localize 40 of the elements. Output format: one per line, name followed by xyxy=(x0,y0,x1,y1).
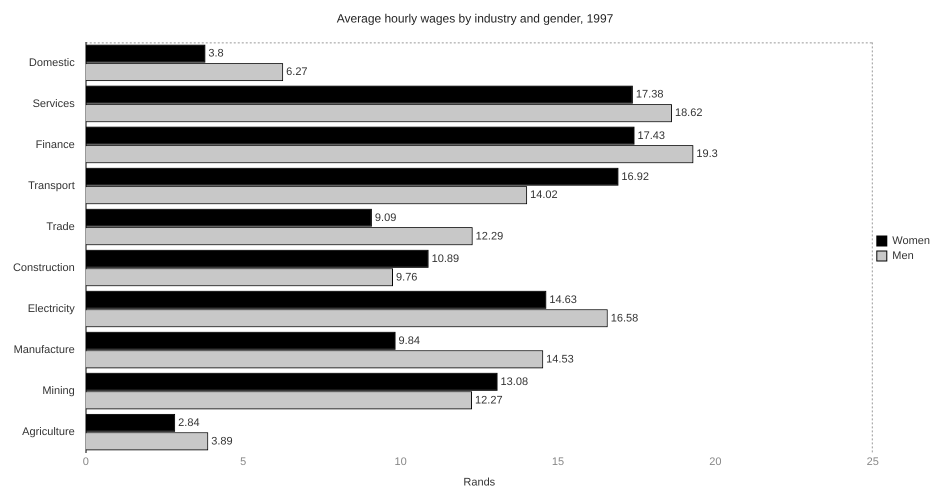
data-label: 3.8 xyxy=(208,48,224,60)
x-axis-title: Rands xyxy=(463,476,496,488)
x-tick-label: 0 xyxy=(82,456,89,468)
y-tick-label: Mining xyxy=(42,385,75,398)
data-label: 3.89 xyxy=(211,435,233,448)
x-tick-label: 10 xyxy=(394,456,407,468)
y-tick-label: Services xyxy=(32,98,76,110)
legend-label: Women xyxy=(892,235,930,248)
y-tick-label: Construction xyxy=(12,262,75,274)
data-label: 9.84 xyxy=(398,334,420,347)
data-label: 14.63 xyxy=(549,294,577,306)
data-label: 17.38 xyxy=(636,88,664,101)
data-label: 2.84 xyxy=(178,416,200,429)
data-label: 19.3 xyxy=(696,148,718,160)
data-label: 13.08 xyxy=(500,376,528,388)
y-tick-label: Finance xyxy=(36,138,75,151)
data-label: 10.89 xyxy=(432,252,460,265)
x-tick-label: 15 xyxy=(552,456,564,468)
data-label: 14.02 xyxy=(530,189,558,202)
y-tick-label: Trade xyxy=(46,221,75,234)
x-tick-label: 25 xyxy=(866,456,879,468)
data-label: 9.09 xyxy=(374,212,396,224)
data-label: 12.29 xyxy=(476,230,504,242)
data-label: 16.92 xyxy=(621,170,649,183)
data-label: 14.53 xyxy=(546,353,574,366)
y-tick-label: Manufacture xyxy=(14,344,75,356)
y-tick-label: Domestic xyxy=(28,56,76,69)
chart-title: Average hourly wages by industry and gender, 1997 xyxy=(336,12,614,26)
data-label: 18.62 xyxy=(674,107,702,120)
legend-label: Men xyxy=(892,250,914,262)
y-tick-label: Transport xyxy=(28,180,75,192)
x-tick-label: 20 xyxy=(709,456,722,468)
data-label: 16.58 xyxy=(610,312,638,324)
data-label: 12.27 xyxy=(475,394,503,406)
y-tick-label: Electricity xyxy=(28,303,76,316)
x-tick-label: 5 xyxy=(240,456,246,468)
data-label: 6.27 xyxy=(286,66,308,78)
data-label: 9.76 xyxy=(396,271,418,284)
y-tick-label: Agriculture xyxy=(22,426,75,438)
data-label: 17.43 xyxy=(637,130,666,142)
